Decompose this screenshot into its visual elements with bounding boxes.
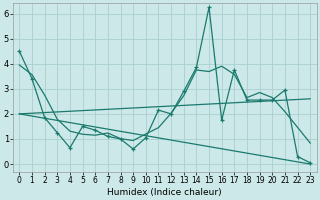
X-axis label: Humidex (Indice chaleur): Humidex (Indice chaleur) (108, 188, 222, 197)
